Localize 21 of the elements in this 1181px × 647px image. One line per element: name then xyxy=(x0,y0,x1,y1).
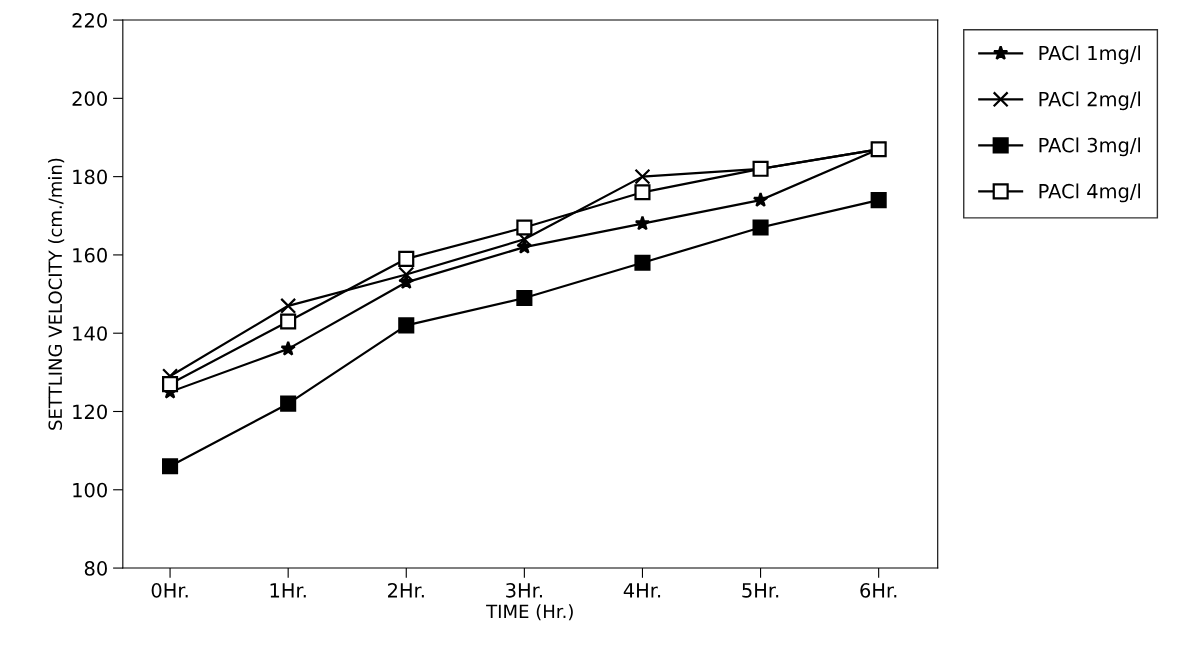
x-tick-label: 4Hr. xyxy=(623,583,661,598)
y-tick-label: 140 xyxy=(73,326,107,341)
legend-label: PACl 1mg/l xyxy=(1039,45,1141,65)
x-tick-label: 5Hr. xyxy=(742,583,779,598)
legend-label: PACl 4mg/l xyxy=(1039,183,1141,203)
x-tick-label: 0Hr. xyxy=(151,582,188,598)
y-tick-label: 100 xyxy=(73,482,107,498)
y-tick-label: 180 xyxy=(73,169,107,185)
y-tick-label: 160 xyxy=(73,247,107,263)
x-tick-label: 3Hr. xyxy=(506,582,542,598)
x-tick-label: 6Hr. xyxy=(860,582,897,598)
legend-label: PACl 3mg/l xyxy=(1039,137,1141,157)
y-tick-label: 220 xyxy=(72,13,107,28)
y-tick-label: 120 xyxy=(73,404,107,420)
y-axis-title: SETTLING VELOCITY (cm./min) xyxy=(48,158,65,430)
x-axis-title: TIME (Hr.) xyxy=(486,604,573,621)
y-tick-label: 200 xyxy=(72,91,107,107)
x-tick-label: 2Hr. xyxy=(387,582,424,598)
legend-label: PACl 2mg/l xyxy=(1039,91,1141,111)
y-tick-label: 80 xyxy=(84,561,107,576)
x-tick-label: 1Hr. xyxy=(270,583,306,598)
